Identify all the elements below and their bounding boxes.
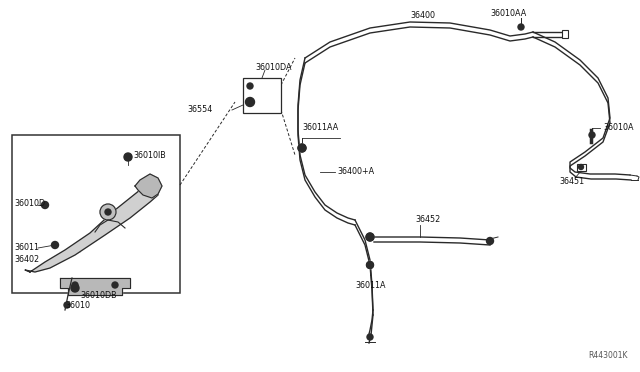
Text: 36451: 36451 [559, 177, 584, 186]
Text: 36011: 36011 [14, 243, 39, 251]
Circle shape [366, 233, 374, 241]
Circle shape [367, 262, 374, 269]
Text: 36554: 36554 [187, 106, 212, 115]
Circle shape [42, 202, 49, 208]
Circle shape [64, 302, 70, 308]
Circle shape [51, 241, 58, 248]
Text: 36400+A: 36400+A [337, 167, 374, 176]
Circle shape [124, 153, 132, 161]
Bar [12, 135, 180, 293]
Circle shape [247, 83, 253, 89]
Circle shape [298, 144, 306, 152]
Circle shape [72, 282, 78, 288]
Circle shape [105, 209, 111, 215]
Text: 36400: 36400 [410, 12, 435, 20]
Text: 36452: 36452 [415, 215, 440, 224]
Text: 36010A: 36010A [603, 124, 634, 132]
Circle shape [100, 204, 116, 220]
Text: 36010DB: 36010DB [80, 292, 116, 301]
Polygon shape [25, 178, 160, 272]
Text: 36010D: 36010D [14, 199, 45, 208]
Bar [577, 164, 586, 170]
Text: 36402: 36402 [14, 256, 39, 264]
Circle shape [71, 284, 79, 292]
Circle shape [367, 262, 374, 269]
Bar [243, 78, 281, 113]
Text: 36010AA: 36010AA [490, 10, 526, 19]
Circle shape [486, 237, 493, 244]
Circle shape [579, 164, 584, 170]
Polygon shape [60, 278, 130, 295]
Circle shape [246, 97, 255, 106]
Text: 36010DA: 36010DA [255, 62, 291, 71]
Polygon shape [135, 174, 162, 198]
Text: 36011A: 36011A [355, 280, 385, 289]
Circle shape [518, 24, 524, 30]
Circle shape [112, 282, 118, 288]
Circle shape [367, 334, 373, 340]
Text: R443001K: R443001K [589, 351, 628, 360]
Text: 36011AA: 36011AA [302, 124, 339, 132]
Text: 36010IB: 36010IB [133, 151, 166, 160]
Circle shape [366, 233, 374, 241]
Text: 36010: 36010 [65, 301, 90, 310]
Circle shape [589, 132, 595, 138]
Circle shape [298, 144, 306, 152]
Bar [562, 30, 568, 38]
